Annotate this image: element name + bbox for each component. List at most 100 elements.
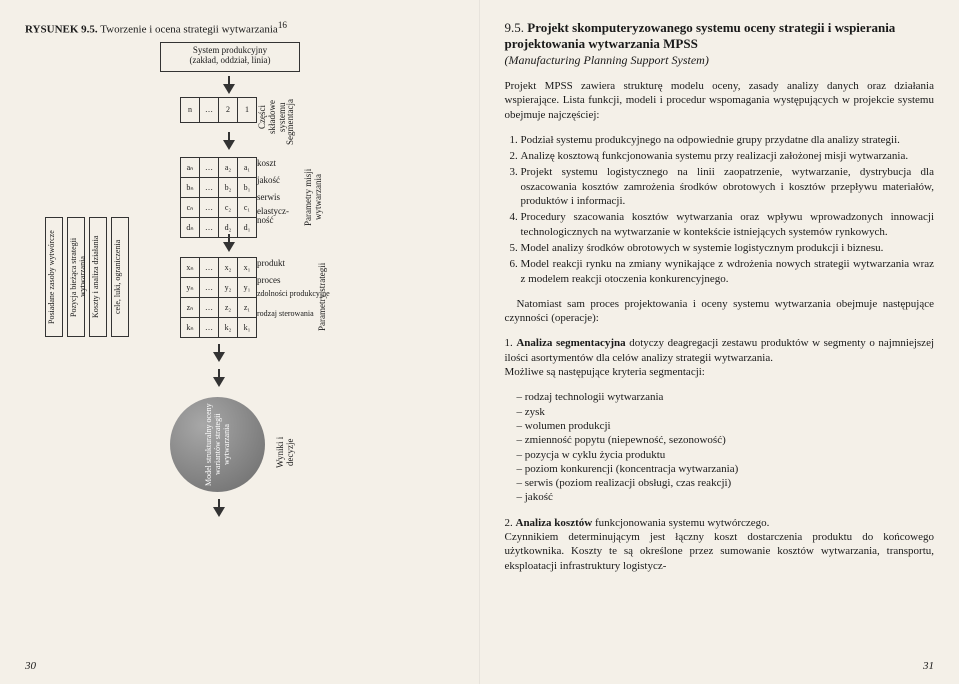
list-item: Analizę kosztową funkcjonowania systemu … — [521, 149, 935, 163]
seg-label-top: Części składowe systemu — [257, 92, 287, 142]
cell: c₂ — [219, 197, 238, 217]
criteria-item: zmienność popytu (niepewność, sezonowość… — [517, 433, 935, 447]
criteria-list: rodzaj technologii wytwarzania zysk wolu… — [517, 390, 935, 504]
cell: z₂ — [219, 297, 238, 317]
criteria-item: rodzaj technologii wytwarzania — [517, 390, 935, 404]
cell: … — [200, 197, 219, 217]
cell: x₂ — [219, 257, 238, 277]
op1-bold: Analiza segmentacyjna — [516, 337, 625, 349]
caption-label: RYSUNEK 9.5. — [25, 24, 98, 36]
cell: bₙ — [181, 177, 200, 197]
title-sub: (Manufacturing Planning Support System) — [505, 53, 709, 67]
title-num: 9.5. — [505, 20, 525, 35]
vbox: Posiadane zasoby wytwórcze — [45, 217, 63, 337]
cell: b₁ — [238, 177, 257, 197]
vbox: Koszty i analiza działania — [89, 217, 107, 337]
segment-table: n … 2 1 — [180, 97, 257, 123]
circle-side-label: Wyniki i decyzje — [275, 422, 295, 482]
criteria-item: serwis (poziom realizacji obsługi, czas … — [517, 476, 935, 490]
param-label: serwis — [257, 192, 280, 202]
seg-cell: 1 — [238, 97, 257, 122]
cell: z₁ — [238, 297, 257, 317]
list-item: Podział systemu produkcyjnego na odpowie… — [521, 133, 935, 147]
system-box: System produkcyjny (zakład, oddział, lin… — [160, 42, 300, 72]
matrix-label: proces — [257, 275, 281, 285]
diagram: System produkcyjny (zakład, oddział, lin… — [25, 42, 454, 582]
page-number: 31 — [923, 660, 934, 672]
list-item: Projekt systemu logistycznego na linii z… — [521, 165, 935, 208]
circle-text: Model strukturalny oceny wariantów strat… — [204, 397, 231, 492]
op2-num: 2. — [505, 517, 513, 529]
cell: … — [200, 297, 219, 317]
caption-text: Tworzenie i ocena strategii wytwarzania — [100, 24, 278, 36]
cell: d₁ — [238, 217, 257, 237]
cell: cₙ — [181, 197, 200, 217]
param-label: elastycz- ność — [257, 207, 289, 225]
param-side-right: Parametry misji wytwarzania — [303, 152, 323, 242]
arrow-icon — [213, 377, 225, 387]
cell: x₁ — [238, 257, 257, 277]
para2: Natomiast sam proces projektowania i oce… — [505, 297, 935, 326]
vbox: cele, luki, ograniczenia — [111, 217, 129, 337]
intro-para: Projekt MPSS zawiera strukturę modelu oc… — [505, 79, 935, 122]
cell: y₁ — [238, 277, 257, 297]
criteria-item: pozycja w cyklu życia produktu — [517, 448, 935, 462]
arrow-icon — [213, 507, 225, 517]
cell: … — [200, 257, 219, 277]
vbox: Pozycja bieżąca strategii wytwarzania — [67, 217, 85, 337]
strategy-matrix: xₙ…x₂x₁ yₙ…y₂y₁ zₙ…z₂z₁ kₙ…k₂k₁ — [180, 257, 257, 338]
arrow-icon — [223, 242, 235, 252]
cell: kₙ — [181, 317, 200, 337]
list-item: Procedury szacowania kosztów wytwarzania… — [521, 210, 935, 239]
op2: 2. Analiza kosztów funkcjonowania system… — [505, 516, 935, 573]
seg-cell: n — [181, 97, 200, 122]
numbered-list: Podział systemu produkcyjnego na odpowie… — [505, 133, 935, 286]
page-right: 9.5. Projekt skomputeryzowanego systemu … — [480, 0, 959, 684]
lower-boxes: Posiadane zasoby wytwórcze Pozycja bieżą… — [45, 217, 129, 337]
cell: xₙ — [181, 257, 200, 277]
cell: b₂ — [219, 177, 238, 197]
param-table: aₙ…a₂a₁ bₙ…b₂b₁ cₙ…c₂c₁ dₙ…d₂d₁ — [180, 157, 257, 238]
figure-caption: RYSUNEK 9.5. Tworzenie i ocena strategii… — [25, 20, 454, 36]
cell: … — [200, 177, 219, 197]
cell: k₁ — [238, 317, 257, 337]
seg-cell: 2 — [219, 97, 238, 122]
page-left: RYSUNEK 9.5. Tworzenie i ocena strategii… — [0, 0, 480, 684]
op1-num: 1. — [505, 337, 513, 349]
cell: k₂ — [219, 317, 238, 337]
criteria-item: zysk — [517, 405, 935, 419]
title-main: Projekt skomputeryzowanego systemu oceny… — [505, 20, 896, 51]
cell: c₁ — [238, 197, 257, 217]
cell: … — [200, 277, 219, 297]
cell: … — [200, 157, 219, 177]
cell: yₙ — [181, 277, 200, 297]
cell: zₙ — [181, 297, 200, 317]
criteria-item: jakość — [517, 490, 935, 504]
criteria-item: wolumen produkcji — [517, 419, 935, 433]
caption-footnote: 16 — [278, 20, 287, 30]
list-item: Model reakcji rynku na zmiany wynikające… — [521, 257, 935, 286]
page-number: 30 — [25, 660, 36, 672]
op2-para: Czynnikiem determinującym jest łączny ko… — [505, 531, 935, 572]
param-label: koszt — [257, 158, 276, 168]
criteria-item: poziom konkurencji (koncentracja wytwarz… — [517, 462, 935, 476]
matrix-label: rodzaj sterowania — [257, 310, 314, 318]
list-item: Model analizy środków obrotowych w syste… — [521, 241, 935, 255]
seg-cell: … — [200, 97, 219, 122]
matrix-side-right: Parametry strategii — [317, 257, 327, 337]
seg-label-right: Segmentacja — [285, 92, 295, 152]
crit-intro: Możliwe są następujące kryteria segmenta… — [505, 366, 705, 378]
arrow-icon — [213, 352, 225, 362]
op1: 1. Analiza segmentacyjna dotyczy deagreg… — [505, 336, 935, 379]
cell: … — [200, 317, 219, 337]
section-title: 9.5. Projekt skomputeryzowanego systemu … — [505, 20, 935, 68]
matrix-label: produkt — [257, 258, 285, 268]
model-circle: Model strukturalny oceny wariantów strat… — [170, 397, 265, 492]
arrow-icon — [223, 84, 235, 94]
cell: a₂ — [219, 157, 238, 177]
arrow-icon — [223, 140, 235, 150]
cell: y₂ — [219, 277, 238, 297]
param-label: jakość — [257, 175, 280, 185]
op2-rest: funkcjonowania systemu wytwórczego. — [592, 517, 769, 529]
cell: … — [200, 217, 219, 237]
